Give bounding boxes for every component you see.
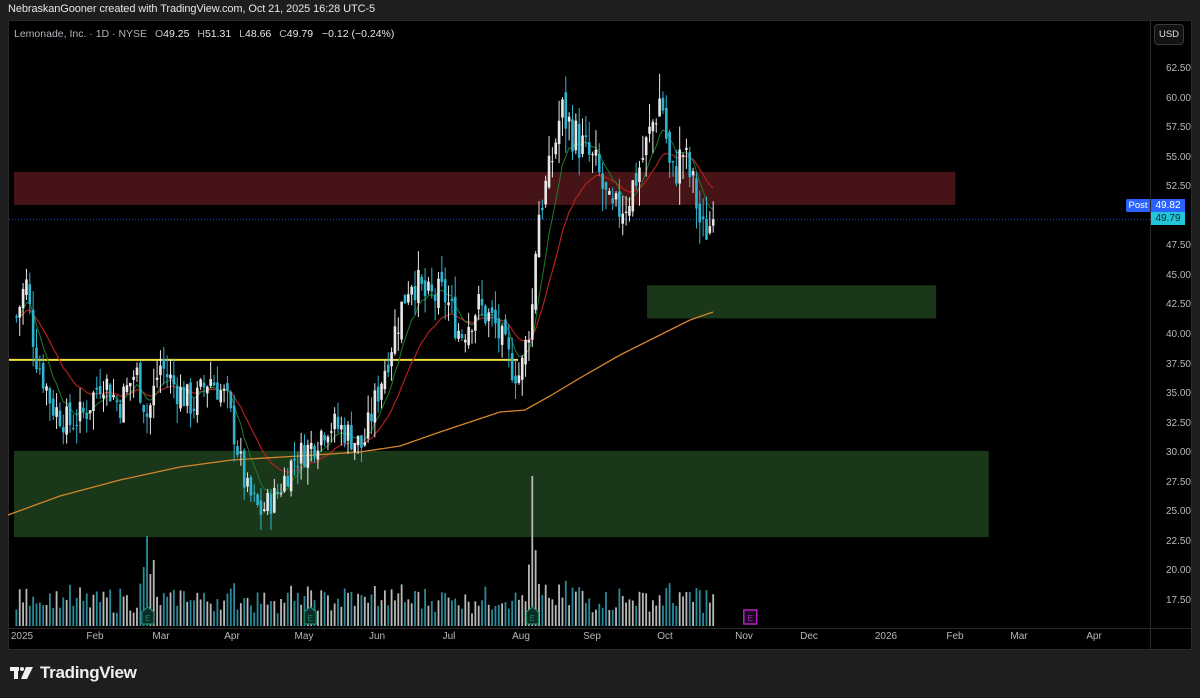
time-tick-label: Apr — [224, 631, 240, 642]
tradingview-logo[interactable]: TradingView — [10, 663, 137, 683]
time-tick-label: Feb — [946, 631, 964, 642]
zones-layer — [14, 171, 989, 538]
price-tick-label: 27.50 — [1165, 476, 1191, 488]
support-lower-zone[interactable] — [14, 450, 989, 538]
attribution-text: NebraskanGooner created with TradingView… — [8, 3, 375, 15]
chart-pane[interactable] — [8, 20, 1192, 650]
svg-text:E: E — [530, 614, 535, 623]
tradingview-logo-icon — [10, 667, 33, 679]
earnings-marker-icon[interactable]: E — [303, 606, 317, 625]
svg-text:E: E — [308, 614, 313, 623]
tradingview-brand: TradingView — [40, 663, 137, 682]
price-tick-label: 62.50 — [1165, 63, 1191, 74]
open-label: O — [154, 28, 164, 40]
high-label: H — [197, 28, 205, 40]
post-market-label: Post — [1126, 199, 1150, 212]
price-tick-label: 32.50 — [1165, 417, 1191, 429]
time-tick-label: Sep — [583, 631, 601, 642]
time-tick-label: Mar — [1010, 631, 1028, 642]
svg-text:E: E — [748, 614, 753, 623]
time-tick-label: Aug — [512, 631, 530, 642]
low-value: 48.66 — [245, 28, 272, 40]
time-tick-label: May — [294, 631, 314, 642]
last-price-label: 49.79 — [1151, 212, 1185, 225]
price-tick-label: 57.50 — [1165, 122, 1191, 134]
earnings-marker-icon[interactable]: E — [141, 606, 155, 625]
time-tick-label: 2026 — [874, 631, 898, 642]
support-upper-zone[interactable] — [647, 285, 937, 319]
price-tick-label: 22.50 — [1165, 535, 1191, 547]
price-tick-label: 47.50 — [1165, 240, 1191, 252]
high-value: 51.31 — [204, 28, 232, 40]
earnings-marker-icon[interactable]: E — [525, 606, 540, 625]
symbol-legend: Lemonade, Inc. · 1D · NYSE O49.25 H51.31… — [14, 28, 394, 40]
svg-text:E: E — [145, 614, 150, 623]
time-tick-label: Apr — [1086, 631, 1102, 642]
time-axis-divider — [8, 628, 1192, 629]
price-tick-label: 25.00 — [1165, 506, 1191, 518]
earnings-marker-icon[interactable]: E — [743, 609, 758, 625]
close-label: C — [279, 28, 287, 40]
currency-button[interactable]: USD — [1154, 24, 1184, 45]
price-tick-label: 30.00 — [1165, 447, 1191, 459]
time-tick-label: Feb — [86, 631, 104, 642]
time-tick-label: Jun — [368, 631, 386, 642]
price-tick-label: 52.50 — [1165, 181, 1191, 193]
price-tick-label: 17.50 — [1165, 594, 1191, 606]
volume-layer — [15, 476, 715, 626]
time-tick-label: Jul — [442, 631, 456, 642]
price-tick-label: 55.00 — [1165, 151, 1191, 163]
open-value: 49.25 — [163, 28, 190, 40]
price-tick-label: 45.00 — [1165, 269, 1191, 281]
top-bar: NebraskanGooner created with TradingView… — [0, 0, 1200, 20]
change-value: −0.12 (−0.24%) — [322, 28, 395, 40]
price-axis-divider — [1150, 20, 1151, 650]
time-tick-label: Mar — [152, 631, 170, 642]
price-tick-label: 35.00 — [1165, 388, 1191, 400]
post-market-price: 49.82 — [1151, 199, 1185, 212]
resistance-zone[interactable] — [14, 171, 956, 205]
time-tick-label: Oct — [657, 631, 673, 642]
price-tick-label: 37.50 — [1165, 358, 1191, 370]
low-label: L — [239, 28, 245, 40]
candles-layer — [15, 73, 715, 531]
time-tick-label: Nov — [735, 631, 753, 642]
symbol-title[interactable]: Lemonade, Inc. · 1D · NYSE — [14, 28, 148, 40]
price-tick-label: 20.00 — [1165, 565, 1191, 577]
price-tick-label: 40.00 — [1165, 328, 1191, 340]
price-tick-label: 60.00 — [1165, 92, 1191, 104]
time-tick-label: 2025 — [10, 631, 34, 642]
price-tick-label: 42.50 — [1165, 299, 1191, 311]
time-tick-label: Dec — [800, 631, 818, 642]
close-value: 49.79 — [286, 28, 314, 40]
